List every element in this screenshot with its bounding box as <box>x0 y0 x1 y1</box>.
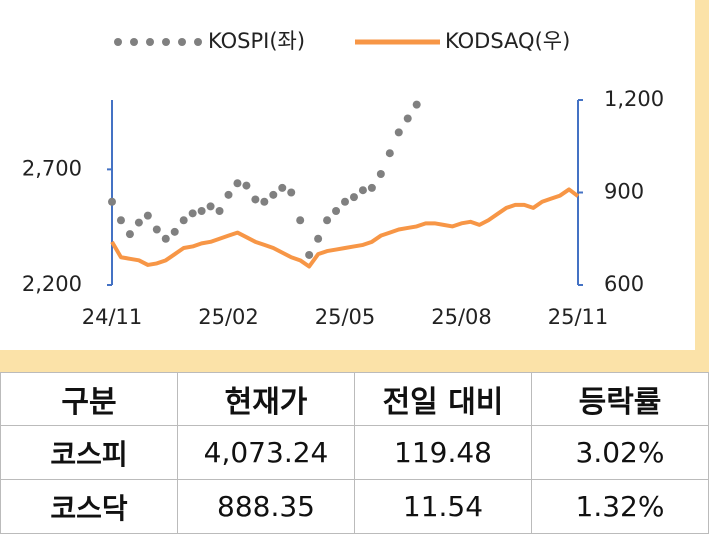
data-point <box>332 207 341 215</box>
y2-tick-label: 1,200 <box>604 87 664 111</box>
legend-marker <box>178 38 186 46</box>
data-point <box>403 114 412 123</box>
header-cell: 등락률 <box>531 372 709 426</box>
data-point <box>314 234 323 243</box>
data-point <box>197 207 206 215</box>
cell: 888.35 <box>177 479 355 534</box>
data-point <box>323 216 332 225</box>
data-point <box>170 227 179 236</box>
x-tick-label: 24/11 <box>82 305 143 329</box>
data-point <box>251 195 260 204</box>
data-point <box>341 197 349 206</box>
header-row: 구분 현재가 전일 대비 등락률 <box>0 372 709 426</box>
legend-marker <box>162 38 170 46</box>
data-point <box>412 100 421 109</box>
chart: 2,200 2,700 600 900 1,200 24/11 25/02 25/05 25/0… <box>0 0 695 350</box>
data-point <box>161 234 170 243</box>
data-point <box>385 149 394 158</box>
legend-marker <box>146 38 154 46</box>
header-cell: 전일 대비 <box>354 372 532 426</box>
cell: 코스닥 <box>0 479 178 534</box>
data-point <box>305 250 314 259</box>
data-point <box>125 230 134 239</box>
data-point <box>287 188 296 197</box>
data-point <box>367 183 376 192</box>
legend-label: KOSPI(좌) <box>208 29 305 53</box>
legend-marker <box>114 38 122 46</box>
y-tick-label: 2,200 <box>22 272 82 296</box>
cell: 1.32% <box>531 479 709 534</box>
cell: 코스피 <box>0 425 178 480</box>
y2-tick-label: 900 <box>604 180 644 204</box>
price-table: 구분 현재가 전일 대비 등락률 코스피 4,073.24 119.48 3.0… <box>0 372 709 534</box>
row: 코스피 4,073.24 119.48 3.02% <box>0 425 709 480</box>
y2-tick-label: 600 <box>604 272 644 296</box>
cell: 11.54 <box>354 479 532 534</box>
cell: 4,073.24 <box>177 425 355 480</box>
row: 코스닥 888.35 11.54 1.32% <box>0 479 709 534</box>
data-point <box>179 216 188 225</box>
data-point <box>215 207 224 215</box>
data-point <box>358 186 367 195</box>
data-line <box>110 187 580 269</box>
data-point <box>224 190 233 199</box>
header-cell: 현재가 <box>177 372 355 426</box>
data-point <box>278 183 287 192</box>
data-point <box>394 128 403 137</box>
legend-marker <box>194 38 202 46</box>
cell: 3.02% <box>531 425 709 480</box>
data-point <box>116 216 125 225</box>
y-tick-label: 2,700 <box>22 156 82 180</box>
data-point <box>260 197 269 206</box>
data-point <box>152 225 161 234</box>
legend-marker <box>130 38 138 46</box>
data-point <box>376 170 385 178</box>
data-point <box>296 216 305 225</box>
x-tick-label: 25/05 <box>315 305 376 329</box>
data-point <box>206 202 215 211</box>
data-point <box>108 197 116 206</box>
header-cell: 구분 <box>0 372 178 426</box>
legend-label: KODSAQ(우) <box>445 29 570 53</box>
x-tick-label: 25/08 <box>431 305 492 329</box>
cell: 119.48 <box>354 425 532 480</box>
data-point <box>242 181 251 190</box>
data-point <box>233 179 242 188</box>
x-tick-label: 25/11 <box>548 305 609 329</box>
data-point <box>143 211 152 220</box>
data-point <box>269 190 278 199</box>
data-point <box>188 209 197 218</box>
data-point <box>349 193 358 202</box>
x-tick-label: 25/02 <box>198 305 259 329</box>
data-point <box>134 218 143 227</box>
